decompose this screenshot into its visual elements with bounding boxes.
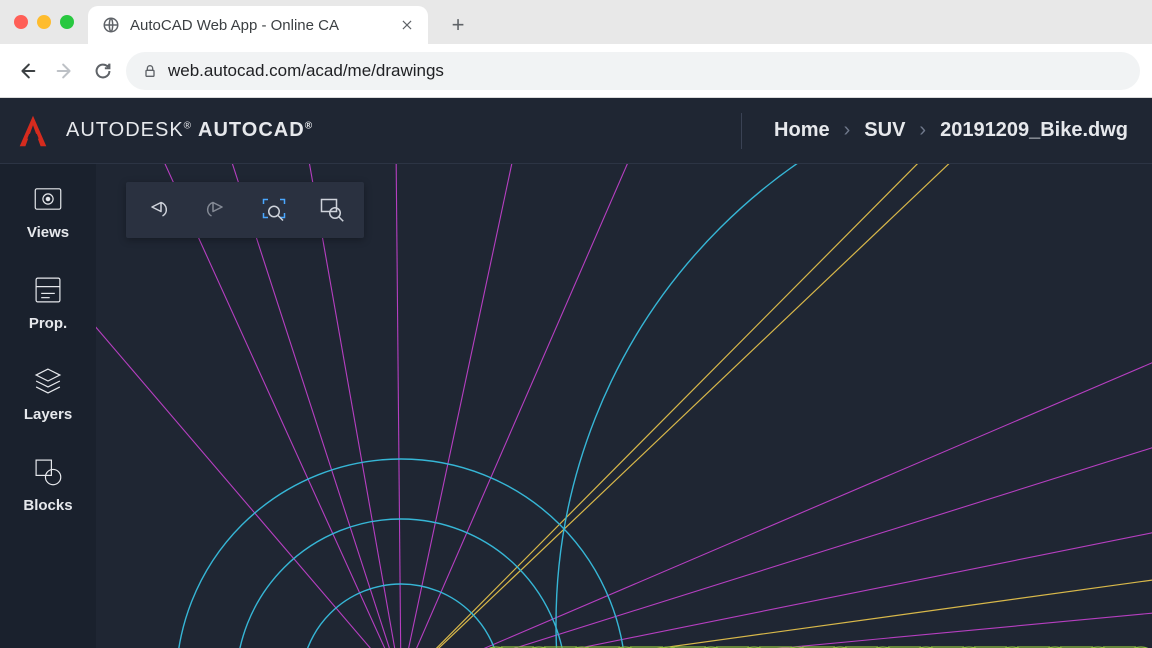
sidebar-item-label: Views	[27, 224, 69, 241]
sidebar-item-label: Prop.	[29, 315, 67, 332]
minimize-window-button[interactable]	[37, 15, 51, 29]
back-button[interactable]	[12, 56, 42, 86]
sidebar-item-label: Layers	[24, 406, 72, 423]
zoom-extents-icon	[259, 195, 289, 225]
globe-icon	[102, 16, 120, 34]
layers-icon	[31, 364, 65, 398]
autocad-logo-icon	[14, 112, 52, 150]
chevron-right-icon: ›	[844, 119, 851, 142]
brand-prefix: AUTODESK®	[66, 119, 192, 142]
blocks-icon	[31, 455, 65, 489]
address-row: web.autocad.com/acad/me/drawings	[0, 44, 1152, 98]
zoom-window-button[interactable]	[314, 192, 350, 228]
breadcrumb-folder[interactable]: SUV	[864, 119, 905, 142]
sidebar: Views Prop. Layers Blocks	[0, 164, 96, 648]
properties-icon	[31, 273, 65, 307]
breadcrumb-file[interactable]: 20191209_Bike.dwg	[940, 119, 1128, 142]
top-divider	[741, 113, 742, 149]
url-text: web.autocad.com/acad/me/drawings	[168, 61, 444, 81]
arrow-left-icon	[16, 60, 38, 82]
autocad-app: AUTODESK® AUTOCAD® Home › SUV › 20191209…	[0, 98, 1152, 648]
views-icon	[31, 182, 65, 216]
tab-strip: AutoCAD Web App - Online CA +	[0, 0, 1152, 44]
breadcrumb: Home › SUV › 20191209_Bike.dwg	[774, 119, 1128, 142]
tab-title: AutoCAD Web App - Online CA	[130, 17, 390, 34]
new-tab-button[interactable]: +	[444, 11, 472, 39]
close-window-button[interactable]	[14, 15, 28, 29]
app-top-bar: AUTODESK® AUTOCAD® Home › SUV › 20191209…	[0, 98, 1152, 164]
sidebar-item-layers[interactable]: Layers	[24, 364, 72, 423]
omnibox[interactable]: web.autocad.com/acad/me/drawings	[126, 52, 1140, 90]
redo-button[interactable]	[198, 192, 234, 228]
undo-button[interactable]	[140, 192, 176, 228]
chevron-right-icon: ›	[919, 119, 926, 142]
lock-icon	[142, 63, 158, 79]
brand-text: AUTODESK® AUTOCAD®	[66, 119, 313, 142]
maximize-window-button[interactable]	[60, 15, 74, 29]
breadcrumb-home[interactable]: Home	[774, 119, 830, 142]
app-content: Views Prop. Layers Blocks	[0, 164, 1152, 648]
brand-suffix: AUTOCAD®	[198, 119, 313, 142]
undo-icon	[143, 195, 173, 225]
forward-button	[50, 56, 80, 86]
redo-icon	[201, 195, 231, 225]
sidebar-item-views[interactable]: Views	[27, 182, 69, 241]
drawing-canvas[interactable]	[96, 164, 1152, 648]
sidebar-item-blocks[interactable]: Blocks	[23, 455, 72, 514]
browser-tab[interactable]: AutoCAD Web App - Online CA	[88, 6, 428, 44]
reload-icon	[92, 60, 114, 82]
reload-button[interactable]	[88, 56, 118, 86]
sidebar-item-properties[interactable]: Prop.	[29, 273, 67, 332]
tab-close-icon[interactable]	[400, 18, 414, 32]
zoom-window-icon	[317, 195, 347, 225]
browser-chrome: AutoCAD Web App - Online CA + web.autoca…	[0, 0, 1152, 98]
sidebar-item-label: Blocks	[23, 497, 72, 514]
window-controls	[14, 0, 88, 44]
zoom-extents-button[interactable]	[256, 192, 292, 228]
arrow-right-icon	[54, 60, 76, 82]
view-toolbar	[126, 182, 364, 238]
